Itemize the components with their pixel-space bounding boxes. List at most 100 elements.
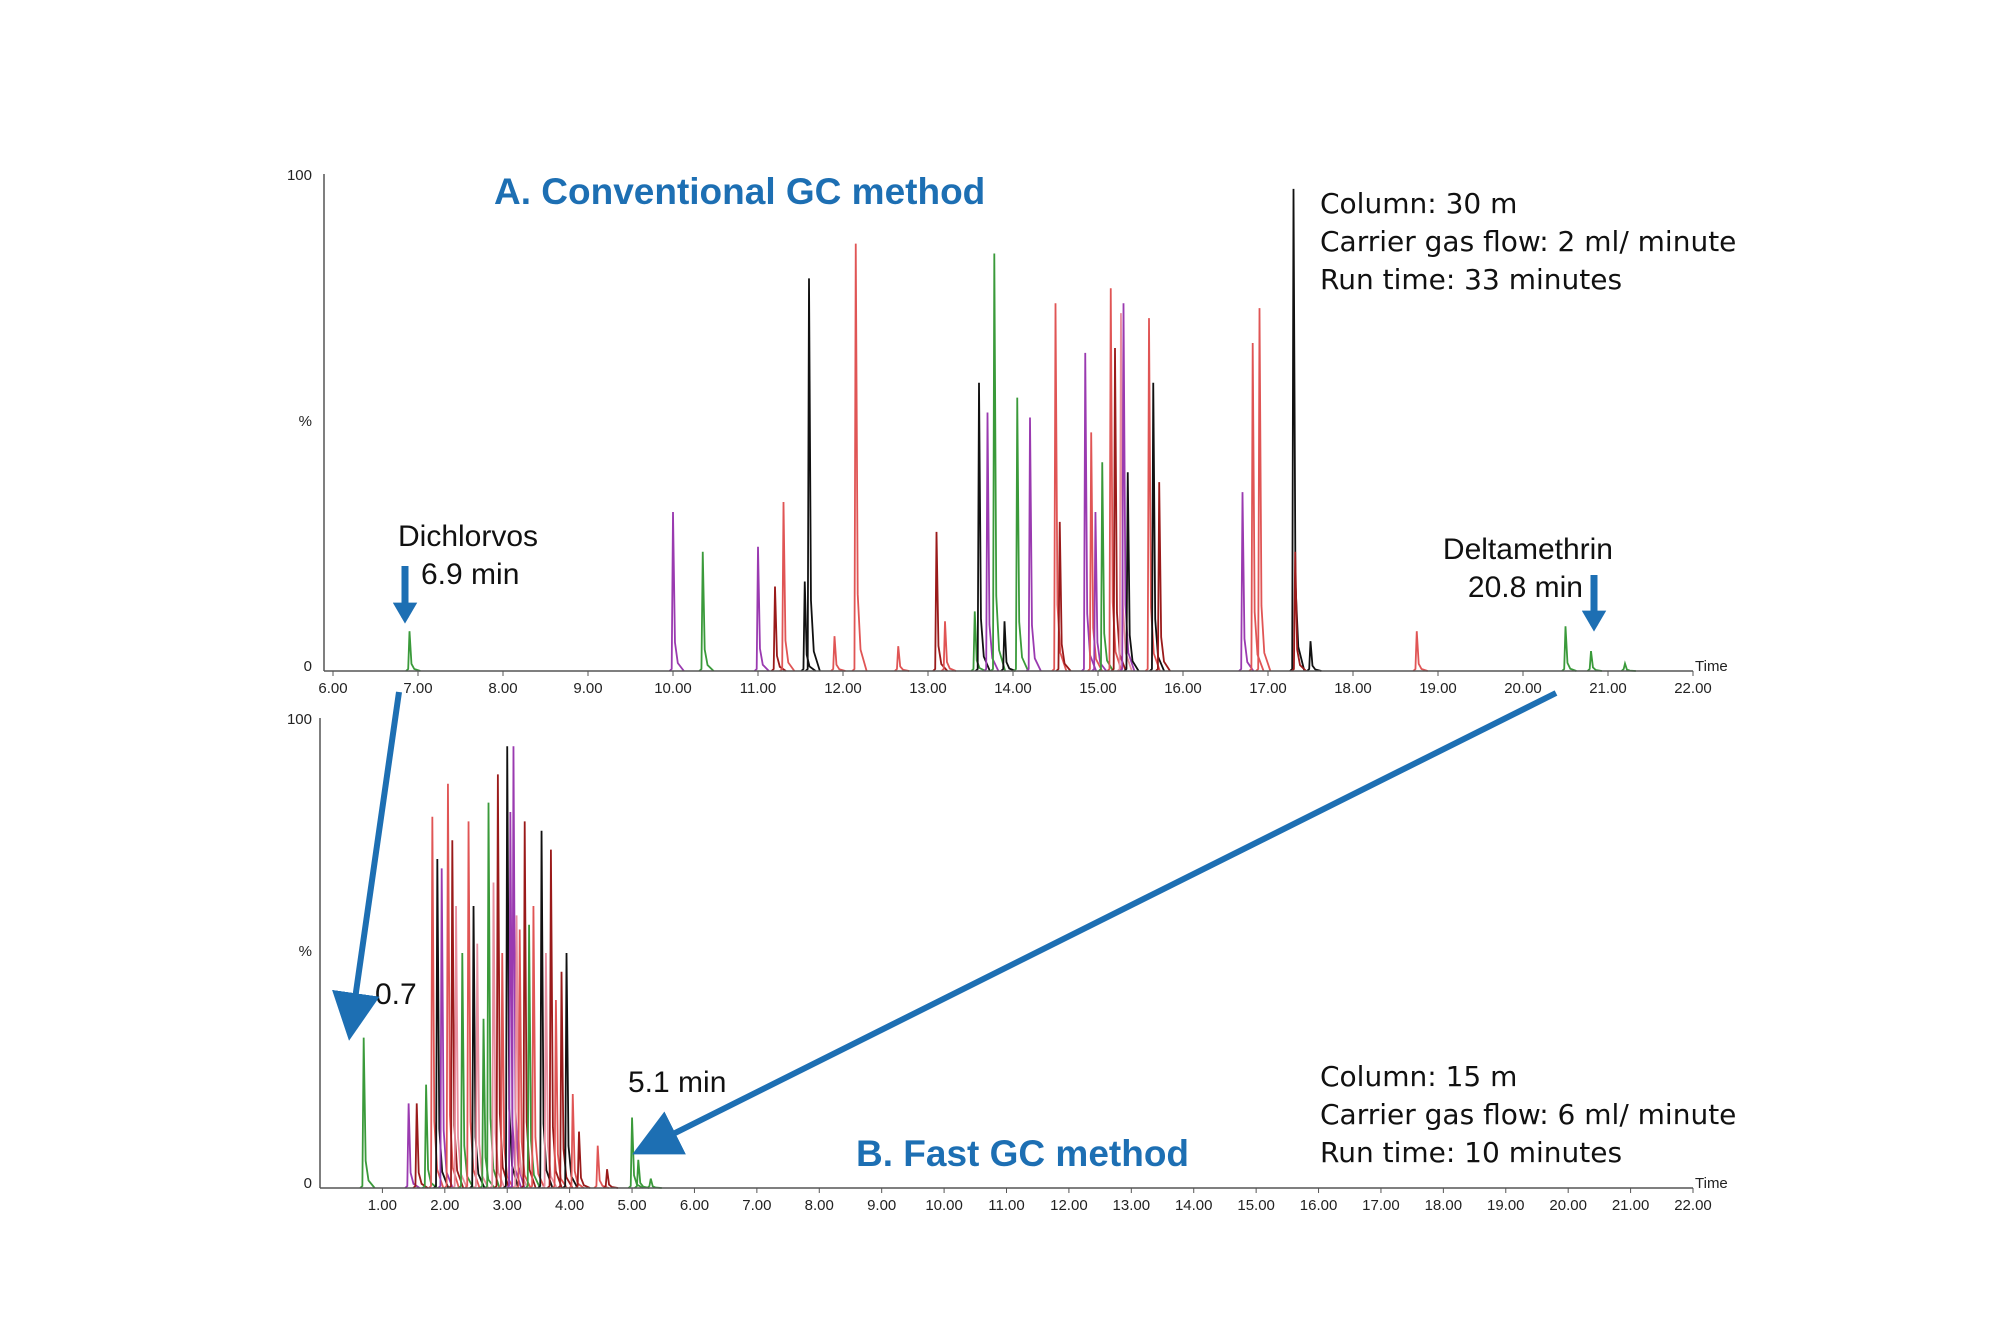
chart-b-x-tick-label: 5.00 xyxy=(617,1197,646,1214)
deltamethrin-fast-time-label: 5.1 min xyxy=(628,1066,726,1099)
chart-a-peak xyxy=(1561,626,1577,672)
chart-b-peak xyxy=(498,952,515,1189)
chart-b-x-tick-label: 4.00 xyxy=(555,1197,584,1214)
chart-a-peak xyxy=(851,243,868,672)
deltamethrin-label: Deltamethrin xyxy=(1443,533,1613,566)
chart-b-peak xyxy=(593,1145,609,1189)
chart-b-peak xyxy=(493,774,510,1189)
chart-b-peak xyxy=(529,905,546,1189)
chart-b-info-column: Column: 15 m xyxy=(1320,1060,1517,1093)
chart-b-x-tick-label: 13.00 xyxy=(1113,1197,1151,1214)
chart-b-x-tick-label: 21.00 xyxy=(1612,1197,1650,1214)
dichlorvos-label: Dichlorvos xyxy=(398,520,538,553)
chart-a-x-tick-label: 12.00 xyxy=(824,680,862,697)
chart-a-x-tick-label: 6.00 xyxy=(318,680,347,697)
chart-a-peak xyxy=(1013,397,1029,672)
chart-a-title: A. Conventional GC method xyxy=(494,171,985,212)
chart-b-x-tick-label: 15.00 xyxy=(1237,1197,1275,1214)
chart-b-title: B. Fast GC method xyxy=(856,1133,1189,1174)
chart-a-x-tick-label: 15.00 xyxy=(1079,680,1117,697)
chart-a-peak xyxy=(1306,641,1322,672)
chart-a-peak xyxy=(1087,432,1103,672)
dichlorvos-shift-arrow xyxy=(332,691,402,1041)
chart-b-peak xyxy=(421,1084,438,1189)
chart-a-peak xyxy=(779,502,796,672)
chart-b-x-tick-label: 9.00 xyxy=(867,1197,896,1214)
chart-a-x-tick-label: 9.00 xyxy=(573,680,602,697)
chart-b-peak xyxy=(515,929,532,1189)
chart-b-x-tick-label: 18.00 xyxy=(1425,1197,1463,1214)
chart-a-peak xyxy=(1620,660,1636,672)
chart-b-peak xyxy=(646,1178,662,1189)
chart-a-x-tick-label: 7.00 xyxy=(403,680,432,697)
chart-a-peak xyxy=(770,586,787,672)
chart-a-x-tick-label: 20.00 xyxy=(1504,680,1542,697)
chart-b-peak xyxy=(464,821,481,1189)
chart-b-peak xyxy=(634,1159,650,1189)
chart-a-peak xyxy=(830,636,846,672)
chart-a-x-tick-label: 8.00 xyxy=(488,680,517,697)
chart-b-x-tick-label: 11.00 xyxy=(988,1197,1024,1214)
chart-b-info-flow: Carrier gas flow: 6 ml/ minute xyxy=(1320,1098,1736,1131)
chart-a-info-flow: Carrier gas flow: 2 ml/ minute xyxy=(1320,225,1736,258)
chart-b-peak xyxy=(537,830,554,1189)
chart-a-x-tick-label: 13.00 xyxy=(909,680,947,697)
chart-a-trace xyxy=(405,188,1636,672)
chart-b-peak xyxy=(404,1103,421,1189)
chart-a-peak xyxy=(1098,462,1114,672)
chart-a-info-column: Column: 30 m xyxy=(1320,187,1517,220)
chart-a-peak xyxy=(800,581,817,672)
chart-b-peak xyxy=(412,1103,429,1189)
chart-b-peak xyxy=(562,952,579,1189)
chart-a-x-tick-label: 14.00 xyxy=(994,680,1032,697)
chart-a-x-tick-label: 22.00 xyxy=(1674,680,1712,697)
chart-b-peak xyxy=(479,1018,496,1189)
chart-a-peak xyxy=(1155,482,1171,672)
chart-b-x-tick-label: 10.00 xyxy=(925,1197,963,1214)
chart-b-x-tick-label: 22.00 xyxy=(1674,1197,1712,1214)
chart-a-peak xyxy=(1586,651,1603,672)
chart-b-peak xyxy=(524,924,541,1189)
chart-a-peak xyxy=(974,382,991,672)
deltamethrin-time-label: 20.8 min xyxy=(1468,571,1583,604)
chart-a-peak xyxy=(804,278,821,672)
chart-a-x-tick-label: 17.00 xyxy=(1249,680,1287,697)
chart-a-peak xyxy=(1149,382,1165,672)
chart-a-y-axis-label: % xyxy=(299,413,312,430)
chart-b-x-tick-label: 19.00 xyxy=(1487,1197,1525,1214)
chart-a-x-tick-label: 18.00 xyxy=(1334,680,1372,697)
chart-a-peak xyxy=(1110,347,1127,672)
chart-a-peak xyxy=(1051,303,1068,672)
chart-b-y-tick-100: 100 xyxy=(287,711,312,728)
chart-b-x-axis-label: Time xyxy=(1695,1175,1728,1192)
chart-b-trace xyxy=(359,746,662,1189)
chart-b-peak xyxy=(458,952,475,1189)
chart-b-peak xyxy=(602,1169,619,1189)
chart-b-peak xyxy=(359,1037,376,1189)
chart-a-peak xyxy=(1000,621,1016,672)
chart-b-peak xyxy=(428,816,445,1189)
chart-a-peak xyxy=(1289,188,1306,672)
chart-b-x-tick-label: 14.00 xyxy=(1175,1197,1213,1214)
chart-b-info-runtime: Run time: 10 minutes xyxy=(1320,1136,1622,1169)
chart-b-peak xyxy=(627,1117,644,1189)
chart-b-x-tick-label: 8.00 xyxy=(805,1197,834,1214)
chart-b-peak xyxy=(489,882,506,1189)
chart-a-x-tick-label: 10.00 xyxy=(654,680,692,697)
chart-a-peak xyxy=(1106,288,1123,672)
chart-b-x-tick-label: 20.00 xyxy=(1549,1197,1587,1214)
chart-a-x-tick-label: 11.00 xyxy=(740,680,776,697)
chart-a-peak xyxy=(405,631,421,672)
chart-b-peak xyxy=(557,971,574,1189)
chart-a-peak xyxy=(970,611,987,672)
chart-b-x-tick-label: 16.00 xyxy=(1300,1197,1338,1214)
chart-a-peak xyxy=(1291,551,1307,672)
chart-a-x-ticks: 6.00 7.00 8.00 9.00 10.00 11.00 12.00 13.00 14.0… xyxy=(318,671,1712,697)
chart-a-peak xyxy=(940,621,957,672)
chart-a-conventional-gc: 6.00 7.00 8.00 9.00 10.00 11.00 12.00 13.00 14.0… xyxy=(287,167,1736,697)
chart-b-peak xyxy=(484,802,501,1189)
chart-b-x-tick-label: 12.00 xyxy=(1050,1197,1088,1214)
chart-a-peak xyxy=(1055,521,1072,672)
chart-b-fast-gc: 1.00 2.00 3.00 4.00 5.00 6.00 7.00 8.00 9.00 10.0… xyxy=(287,711,1736,1214)
